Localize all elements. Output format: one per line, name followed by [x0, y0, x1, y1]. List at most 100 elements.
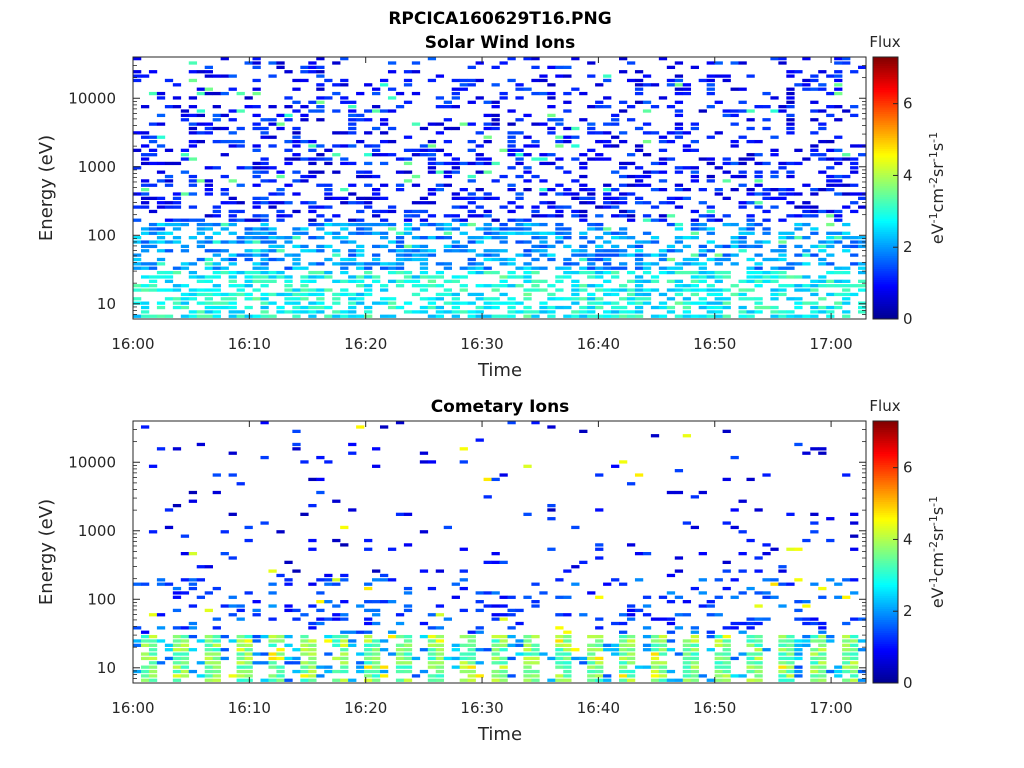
- spectrogram-cell: [475, 196, 484, 200]
- spectrogram-cell: [786, 297, 795, 301]
- spectrogram-cell: [491, 65, 500, 70]
- spectrogram-cell: [650, 656, 660, 661]
- spectrogram-cell: [332, 643, 341, 647]
- spectrogram-cell: [491, 161, 500, 166]
- spectrogram-cell: [842, 314, 851, 318]
- spectrogram-cell: [555, 192, 564, 196]
- spectrogram-cell: [427, 139, 437, 144]
- spectrogram-cell: [587, 131, 596, 135]
- spectrogram-cell: [499, 656, 508, 661]
- spectrogram-cell: [563, 100, 572, 104]
- spectrogram-cell: [611, 266, 620, 270]
- spectrogram-cell: [650, 665, 660, 669]
- spectrogram-cell: [674, 100, 684, 104]
- spectrogram-cell: [778, 266, 787, 270]
- spectrogram-cell: [220, 266, 229, 270]
- spectrogram-cell: [172, 218, 182, 222]
- spectrogram-cell: [300, 305, 309, 310]
- spectrogram-cell: [188, 96, 198, 100]
- spectrogram-cell: [794, 665, 803, 669]
- spectrogram-cell: [443, 170, 452, 174]
- spectrogram-cell: [467, 148, 476, 152]
- spectrogram-cell: [539, 253, 548, 257]
- spectrogram-cell: [531, 279, 540, 283]
- spectrogram-cell: [467, 257, 476, 262]
- spectrogram-cell: [714, 656, 723, 661]
- spectrogram-cell: [634, 578, 644, 582]
- spectrogram-cell: [634, 314, 644, 318]
- spectrogram-cell: [634, 183, 644, 187]
- spectrogram-cell: [626, 639, 636, 643]
- spectrogram-cell: [595, 674, 604, 678]
- spectrogram-cell: [435, 161, 445, 166]
- spectrogram-cell: [826, 314, 835, 318]
- spectrogram-cell: [395, 512, 405, 516]
- spectrogram-cell: [308, 100, 317, 104]
- spectrogram-cell: [658, 257, 668, 262]
- spectrogram-cell: [332, 292, 341, 297]
- spectrogram-cell: [180, 113, 190, 118]
- spectrogram-cell: [738, 135, 747, 139]
- colorbar-segment: [873, 660, 898, 664]
- spectrogram-cell: [220, 648, 229, 652]
- spectrogram-cell: [403, 608, 413, 613]
- spectrogram-cell: [674, 170, 684, 174]
- spectrogram-cell: [523, 227, 532, 231]
- spectrogram-cell: [603, 253, 612, 257]
- spectrogram-cell: [172, 288, 182, 292]
- spectrogram-cell: [156, 205, 166, 209]
- spectrogram-cell: [650, 161, 660, 166]
- spectrogram-cell: [140, 314, 150, 318]
- spectrogram-cell: [674, 556, 684, 560]
- spectrogram-cell: [547, 305, 556, 310]
- spectrogram-cell: [714, 131, 723, 135]
- solar-wind-ions-panel: Solar Wind Ions 16:00 16:10 16:20 16:30 16:4…: [36, 33, 947, 381]
- spectrogram-cell: [626, 314, 636, 318]
- spectrogram-cell: [292, 253, 301, 257]
- spectrogram-cell: [754, 153, 763, 157]
- spectrogram-cell: [786, 74, 795, 78]
- spectrogram-cell: [842, 643, 851, 647]
- spectrogram-cell: [619, 236, 628, 240]
- spectrogram-cell: [403, 257, 413, 262]
- spectrogram-cell: [730, 244, 739, 249]
- spectrogram-cell: [244, 279, 253, 283]
- spectrogram-cell: [467, 65, 476, 70]
- spectrogram-cell: [603, 643, 612, 647]
- spectrogram-cell: [507, 257, 516, 262]
- spectrogram-cell: [133, 78, 142, 83]
- spectrogram-cell: [523, 669, 532, 674]
- spectrogram-cell: [276, 192, 285, 196]
- spectrogram-cell: [395, 634, 405, 639]
- spectrogram-cell: [475, 78, 484, 83]
- spectrogram-cell: [403, 249, 413, 253]
- spectrogram-cell: [475, 205, 484, 209]
- spectrogram-cell: [786, 131, 795, 135]
- spectrogram-cell: [228, 214, 237, 218]
- spectrogram-cell: [308, 665, 317, 669]
- spectrogram-cell: [451, 218, 460, 222]
- spectrogram-cell: [770, 310, 779, 314]
- spectrogram-cell: [531, 678, 540, 682]
- spectrogram-cell: [459, 122, 468, 126]
- spectrogram-cell: [555, 275, 564, 279]
- spectrogram-cell: [491, 288, 500, 292]
- spectrogram-cell: [794, 262, 803, 266]
- spectrogram-cell: [754, 305, 763, 310]
- spectrogram-cell: [379, 122, 389, 126]
- spectrogram-cell: [634, 144, 644, 148]
- spectrogram-cell: [467, 192, 476, 196]
- spectrogram-cell: [619, 109, 628, 113]
- spectrogram-cell: [802, 201, 811, 205]
- spectrogram-cell: [475, 310, 484, 314]
- spectrogram-cell: [491, 126, 500, 131]
- spectrogram-cell: [133, 639, 142, 643]
- spectrogram-cell: [292, 262, 301, 266]
- spectrogram-cell: [770, 249, 779, 253]
- spectrogram-cell: [611, 652, 620, 656]
- colorbar-segment: [873, 71, 898, 75]
- spectrogram-cell: [372, 665, 381, 669]
- spectrogram-cell: [523, 678, 532, 682]
- spectrogram-cell: [292, 227, 301, 231]
- spectrogram-cell: [842, 661, 851, 665]
